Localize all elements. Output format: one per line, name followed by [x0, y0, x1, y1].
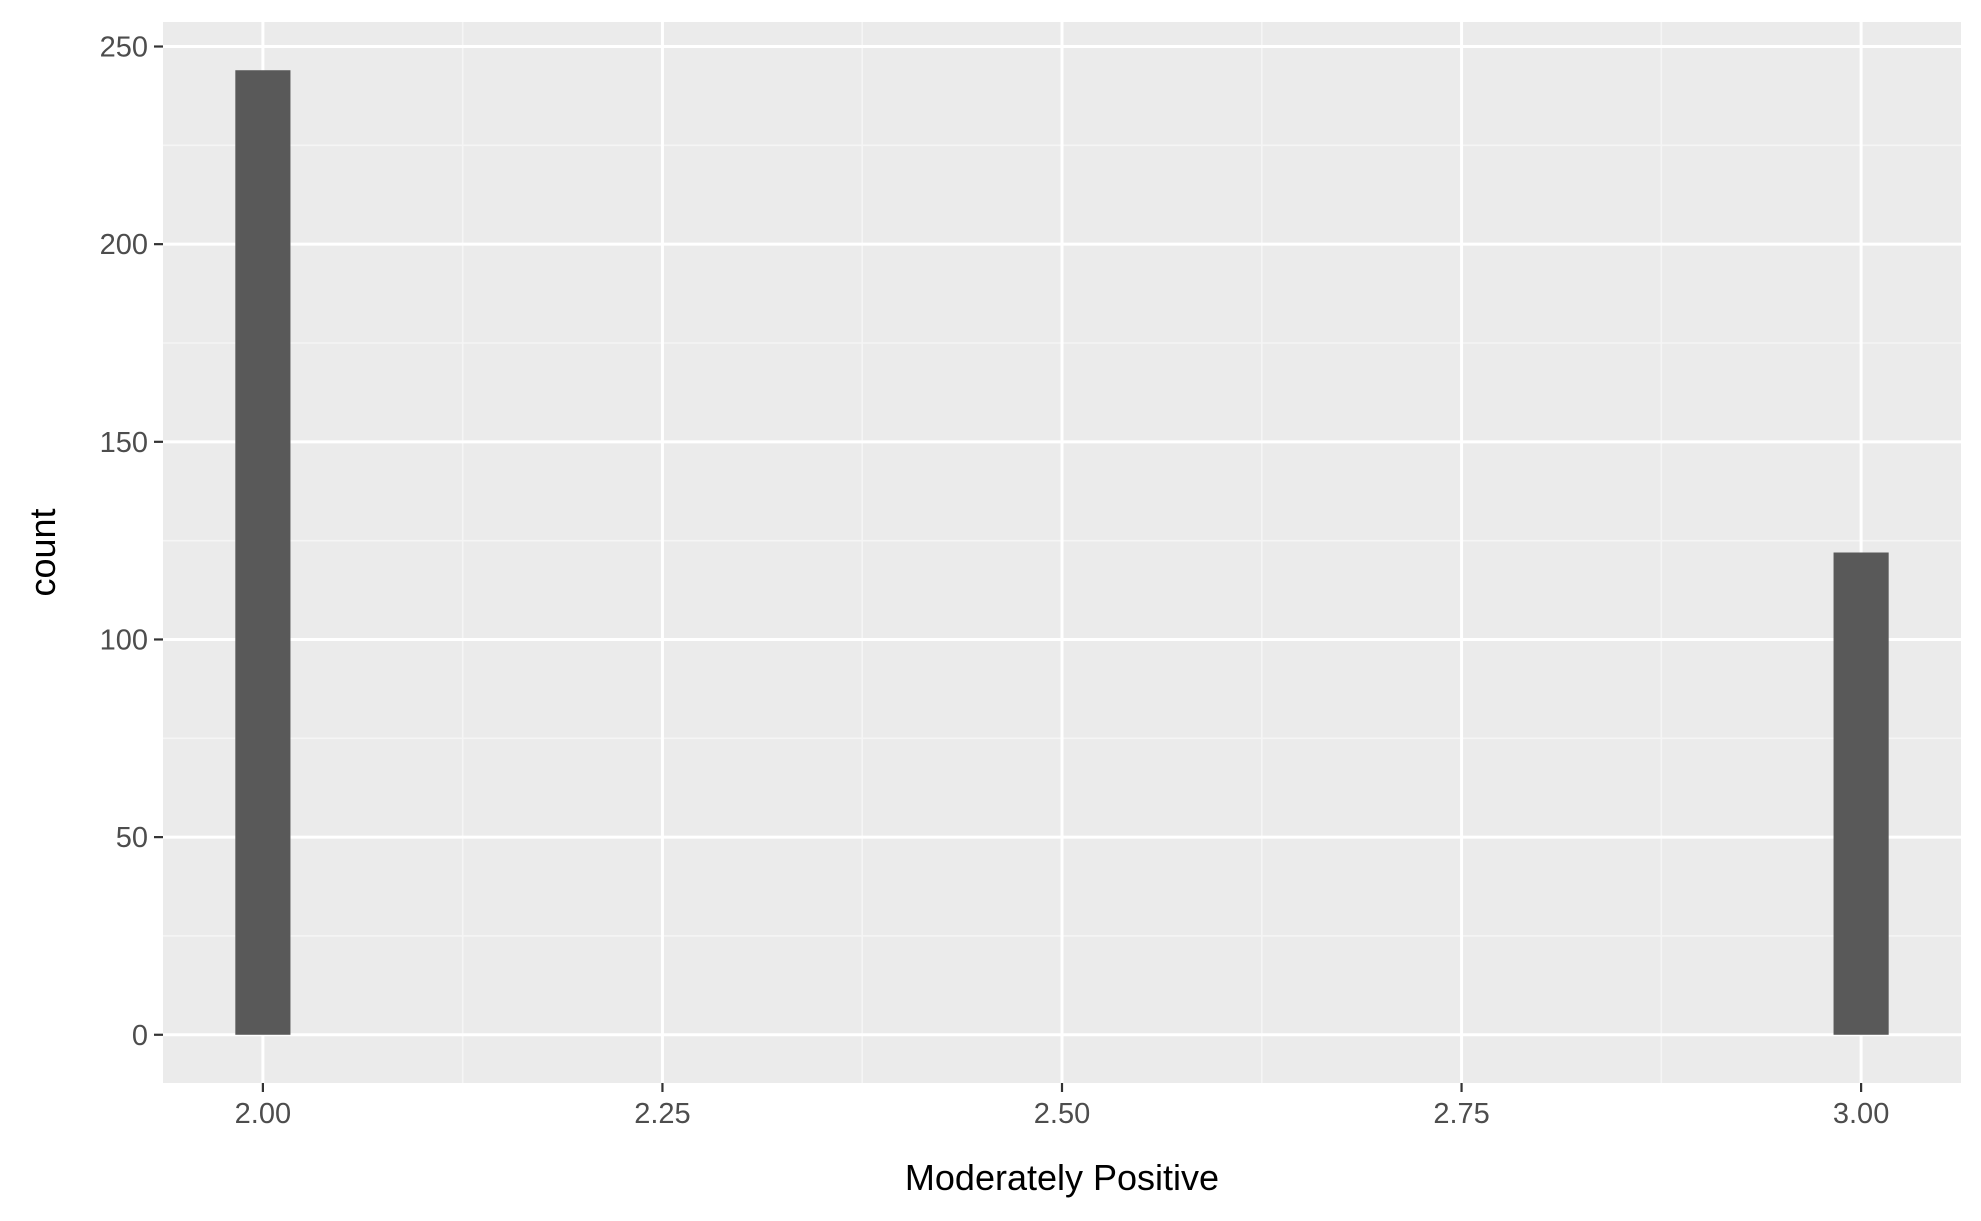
bars	[235, 70, 1889, 1035]
y-tick-label: 0	[132, 1020, 148, 1052]
y-tick-label: 200	[100, 229, 148, 261]
y-tick-label: 50	[116, 822, 148, 854]
x-tick-label: 2.50	[1034, 1098, 1090, 1130]
x-tick-label: 2.00	[235, 1098, 291, 1130]
histogram-bar	[1833, 552, 1889, 1035]
x-tick-label: 2.25	[634, 1098, 690, 1130]
y-tick-label: 100	[100, 624, 148, 656]
x-tick-label: 2.75	[1433, 1098, 1489, 1130]
y-axis: 0 50 100 150 200 250	[100, 32, 163, 1052]
x-axis-title: Moderately Positive	[905, 1157, 1219, 1198]
histogram-bar	[235, 70, 291, 1035]
y-tick-label: 150	[100, 427, 148, 459]
y-axis-title: count	[22, 508, 63, 596]
x-axis: 2.00 2.25 2.50 2.75 3.00	[235, 1083, 1889, 1130]
x-tick-label: 3.00	[1833, 1098, 1889, 1130]
y-tick-label: 250	[100, 32, 148, 64]
